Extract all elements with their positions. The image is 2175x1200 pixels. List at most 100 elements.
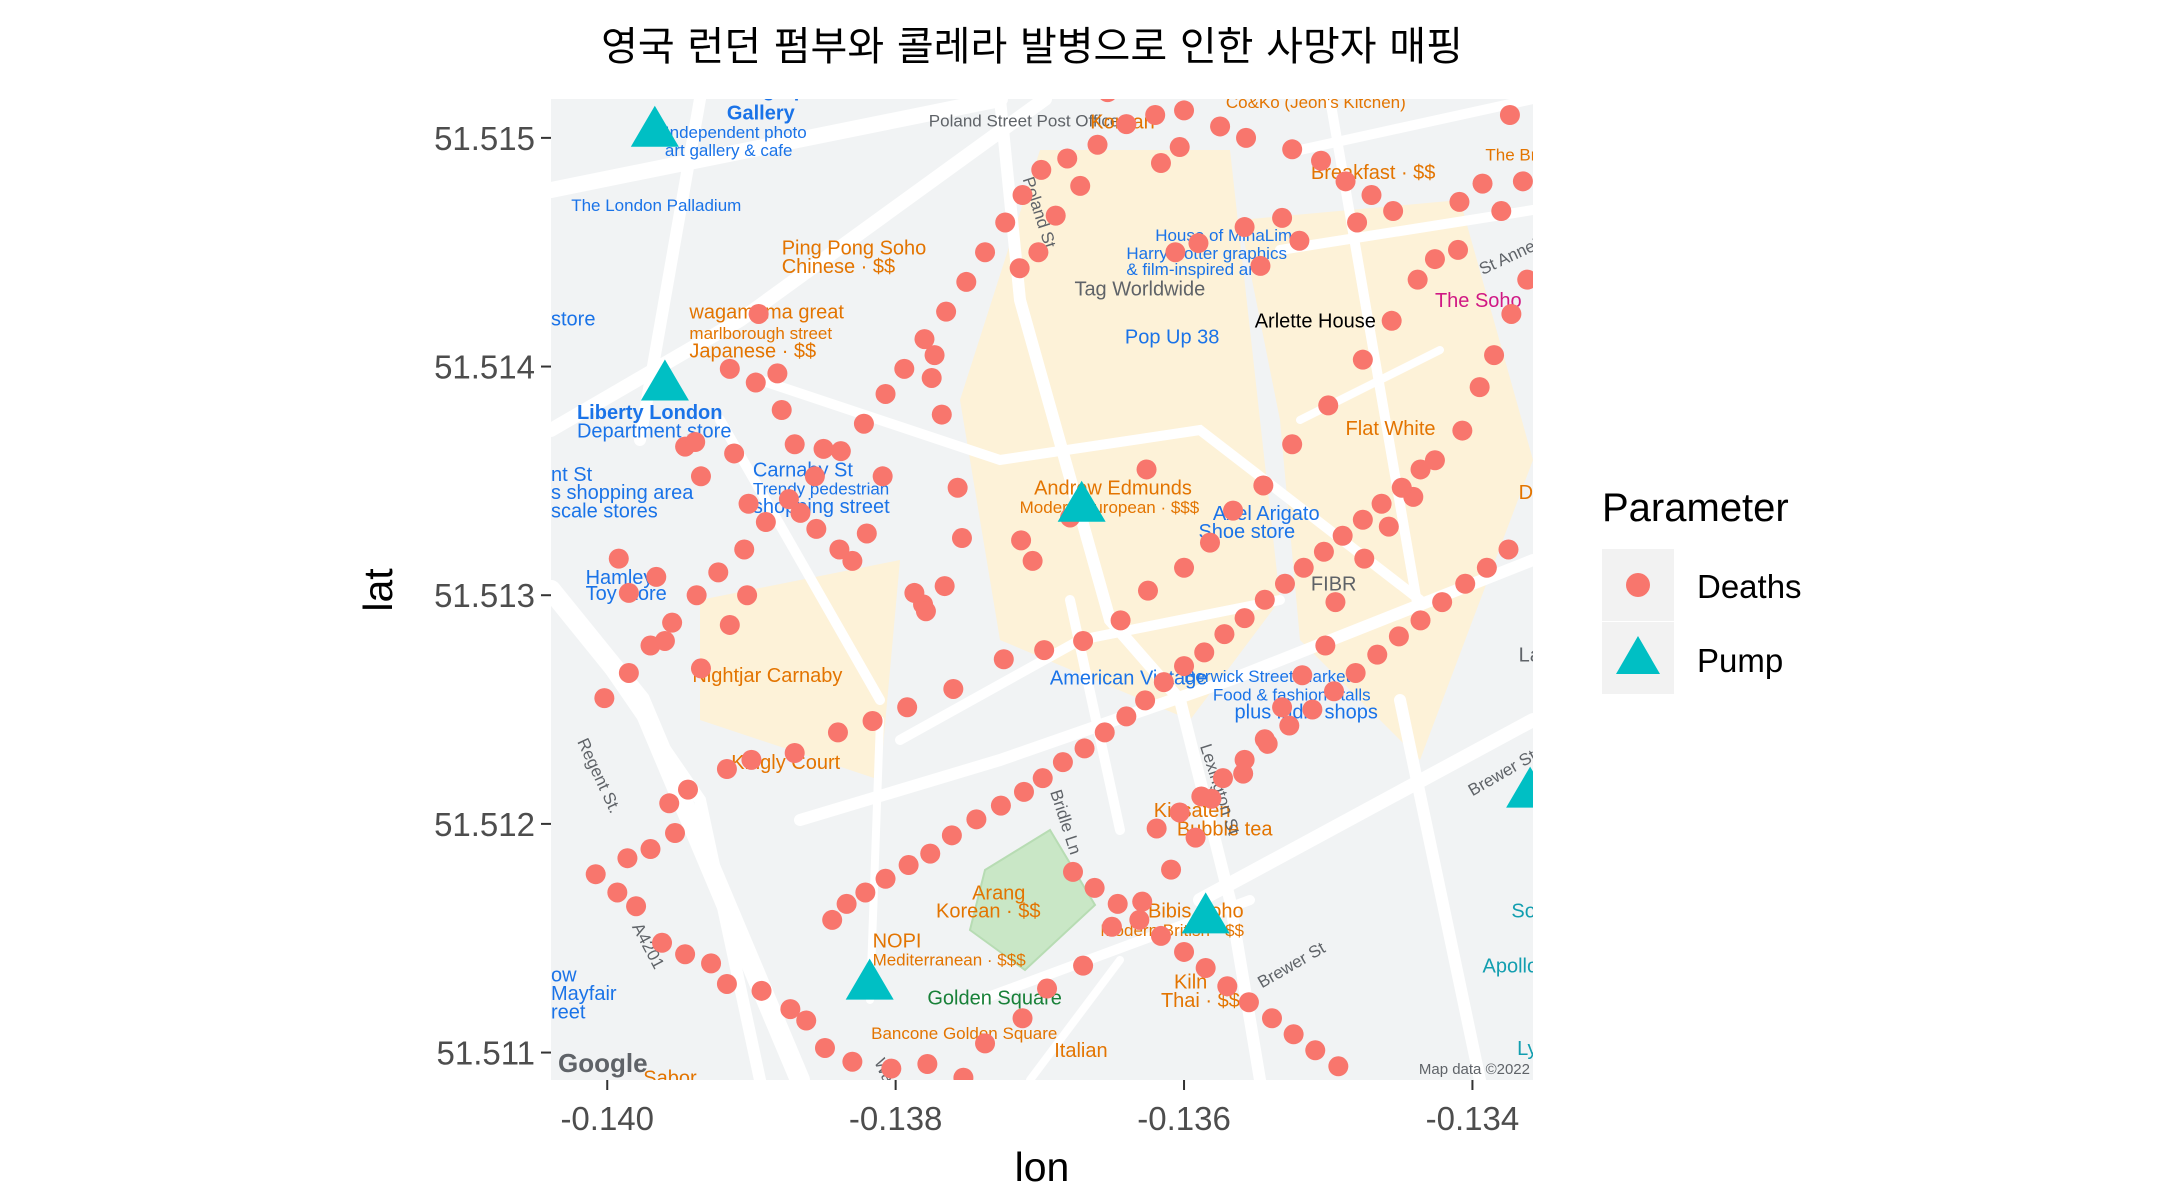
- death-point: [1169, 137, 1190, 158]
- death-point: [1137, 580, 1158, 601]
- pump-point: [630, 105, 679, 147]
- death-point: [1250, 255, 1271, 276]
- death-point: [1012, 1008, 1033, 1029]
- death-point: [943, 678, 964, 699]
- death-point: [716, 759, 737, 780]
- death-point: [881, 1058, 902, 1079]
- death-point: [724, 443, 745, 464]
- death-point: [1052, 752, 1073, 773]
- death-point: [1499, 105, 1520, 126]
- death-point: [1424, 249, 1445, 270]
- death-point: [1037, 978, 1058, 999]
- death-point: [585, 864, 606, 885]
- pump-point: [1181, 892, 1230, 934]
- map-label: Las V: [1519, 645, 1571, 667]
- map-label: Japanese · $$: [689, 340, 816, 362]
- death-point: [686, 585, 707, 606]
- y-tick-label: 51.513: [434, 577, 535, 614]
- map-label: Poland Street Post Office: [929, 111, 1120, 130]
- death-point: [1011, 530, 1032, 551]
- death-point: [1491, 201, 1512, 222]
- death-point: [1238, 992, 1259, 1013]
- death-point: [1129, 909, 1150, 930]
- death-point: [745, 372, 766, 393]
- death-point: [1407, 269, 1428, 290]
- death-point: [1352, 509, 1373, 530]
- map-label: Flat White: [1346, 418, 1436, 440]
- death-point: [1455, 573, 1476, 594]
- death-point: [1063, 861, 1084, 882]
- death-point: [1318, 395, 1339, 416]
- pump-point: [1506, 766, 1533, 808]
- y-tick-label: 51.515: [434, 120, 535, 157]
- death-point: [898, 855, 919, 876]
- death-point: [1234, 608, 1255, 629]
- death-point: [1210, 116, 1231, 137]
- y-tick-label: 51.514: [434, 349, 535, 386]
- death-point: [751, 980, 772, 1001]
- death-point: [822, 909, 843, 930]
- death-point: [953, 1067, 974, 1080]
- death-point: [1110, 610, 1131, 631]
- death-point: [836, 893, 857, 914]
- death-point: [1324, 681, 1345, 702]
- map-label: marlborough street: [689, 324, 832, 343]
- death-point: [690, 466, 711, 487]
- map-label: store: [551, 308, 595, 330]
- death-point: [924, 345, 945, 366]
- death-point: [1174, 941, 1195, 962]
- death-point: [1410, 610, 1431, 631]
- death-point: [920, 843, 941, 864]
- death-point: [1345, 662, 1366, 683]
- map-label: The Breakfast Club Soho: [1485, 146, 1675, 165]
- map-label: reet: [551, 1001, 586, 1023]
- death-point: [1381, 310, 1402, 331]
- soho-shopping-area: [700, 150, 1533, 780]
- death-point: [1195, 957, 1216, 978]
- death-point: [796, 1010, 817, 1031]
- death-point: [1449, 191, 1470, 212]
- death-point: [956, 271, 977, 292]
- death-point: [1335, 171, 1356, 192]
- death-point: [1272, 207, 1293, 228]
- death-point: [1325, 592, 1346, 613]
- death-point: [1214, 624, 1235, 645]
- map-label: Hamleys: [586, 567, 664, 589]
- death-point: [719, 614, 740, 635]
- map-attribution: Map data ©2022: [1419, 1061, 1530, 1078]
- map-label: NOPI: [873, 930, 922, 952]
- death-point: [1254, 589, 1275, 610]
- death-point: [662, 612, 683, 633]
- death-point: [947, 477, 968, 498]
- death-point: [855, 882, 876, 903]
- death-point: [862, 710, 883, 731]
- death-point: [1070, 175, 1091, 196]
- death-point: [1194, 642, 1215, 663]
- death-point: [921, 367, 942, 388]
- map-label: Arlette House: [1255, 311, 1376, 333]
- death-point: [897, 697, 918, 718]
- x-tick-label: -0.140: [560, 1100, 654, 1137]
- death-point: [701, 953, 722, 974]
- death-point: [1274, 573, 1295, 594]
- y-tick-label: 51.511: [437, 1035, 535, 1072]
- death-point: [652, 932, 673, 953]
- map-label: Arang: [972, 882, 1025, 904]
- death-point: [1469, 377, 1490, 398]
- map-label: The Soho: [1435, 290, 1522, 312]
- map-label: s shopping area: [551, 482, 694, 504]
- death-point: [1174, 557, 1195, 578]
- death-point: [1150, 925, 1171, 946]
- map-label: Sabor: [643, 1068, 697, 1090]
- death-point: [1234, 217, 1255, 238]
- death-point: [990, 795, 1011, 816]
- legend-title: Parameter: [1602, 486, 1789, 530]
- map-label: ow: [551, 965, 577, 987]
- death-point: [1289, 230, 1310, 251]
- death-point: [1313, 541, 1334, 562]
- street-label: A4201: [744, 1110, 784, 1162]
- death-point: [1236, 127, 1257, 148]
- death-point: [1448, 239, 1469, 260]
